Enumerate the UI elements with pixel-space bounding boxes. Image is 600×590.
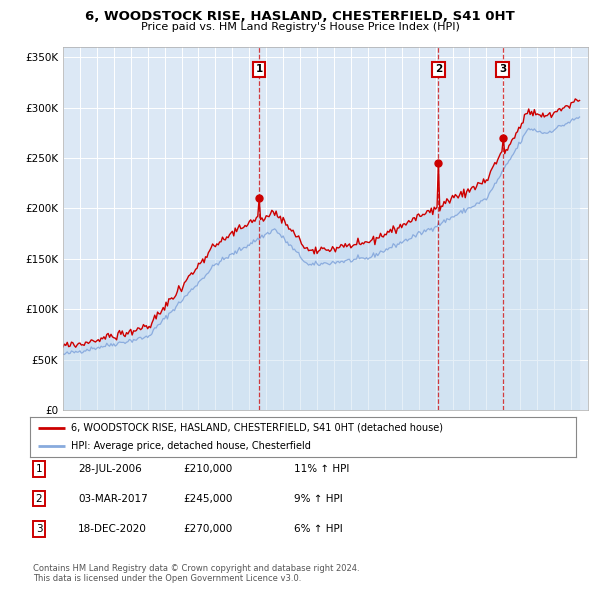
- Text: 3: 3: [499, 64, 506, 74]
- Text: 28-JUL-2006: 28-JUL-2006: [78, 464, 142, 474]
- Text: 6, WOODSTOCK RISE, HASLAND, CHESTERFIELD, S41 0HT (detached house): 6, WOODSTOCK RISE, HASLAND, CHESTERFIELD…: [71, 423, 443, 433]
- Text: 03-MAR-2017: 03-MAR-2017: [78, 494, 148, 503]
- Text: £270,000: £270,000: [183, 525, 232, 534]
- Text: Price paid vs. HM Land Registry's House Price Index (HPI): Price paid vs. HM Land Registry's House …: [140, 22, 460, 32]
- Text: Contains HM Land Registry data © Crown copyright and database right 2024.
This d: Contains HM Land Registry data © Crown c…: [33, 563, 359, 583]
- Text: £245,000: £245,000: [183, 494, 232, 503]
- Text: 6% ↑ HPI: 6% ↑ HPI: [294, 525, 343, 534]
- Text: 11% ↑ HPI: 11% ↑ HPI: [294, 464, 349, 474]
- Text: 1: 1: [256, 64, 263, 74]
- Text: £210,000: £210,000: [183, 464, 232, 474]
- Text: 18-DEC-2020: 18-DEC-2020: [78, 525, 147, 534]
- Text: 9% ↑ HPI: 9% ↑ HPI: [294, 494, 343, 503]
- Text: 3: 3: [35, 525, 43, 534]
- Text: 2: 2: [35, 494, 43, 503]
- Text: 2: 2: [435, 64, 442, 74]
- Text: 1: 1: [35, 464, 43, 474]
- Text: HPI: Average price, detached house, Chesterfield: HPI: Average price, detached house, Ches…: [71, 441, 311, 451]
- Text: 6, WOODSTOCK RISE, HASLAND, CHESTERFIELD, S41 0HT: 6, WOODSTOCK RISE, HASLAND, CHESTERFIELD…: [85, 10, 515, 23]
